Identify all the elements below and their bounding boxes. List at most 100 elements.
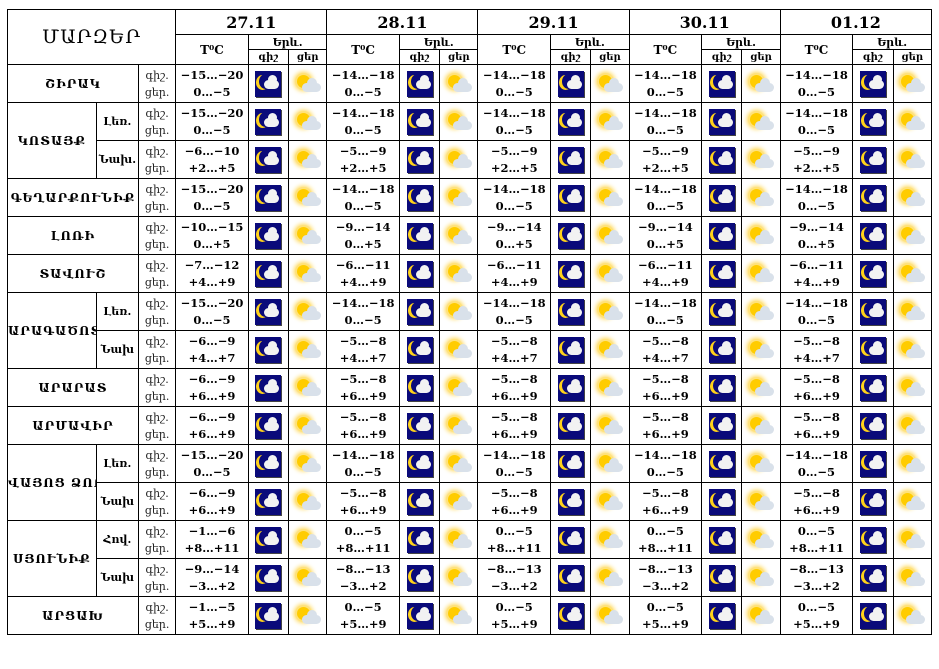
night-weather-cell (701, 520, 743, 559)
sun-cloud-icon (596, 604, 624, 628)
sun-cloud-icon (445, 224, 473, 248)
temperature-cell: −9…−14 0…+5 (779, 216, 854, 255)
time-labels: գիշ. ցեր. (137, 482, 177, 521)
moon-cloud-icon (406, 374, 433, 401)
day-weather-cell (288, 216, 328, 255)
day-temperature: +8…+11 (486, 540, 542, 555)
night-weather-cell (701, 406, 743, 445)
day-temperature: +8…+11 (184, 540, 240, 555)
phenomena-header: Երև. (247, 34, 328, 50)
temperature-cell: 0…−5 +8…+11 (326, 520, 400, 559)
day-weather-cell (288, 444, 328, 483)
temperature-cell: −14…−18 0…−5 (779, 444, 854, 483)
sun-cloud-icon (294, 604, 322, 628)
night-header: գիշ (701, 49, 743, 65)
night-temperature: −5…−8 (490, 333, 538, 348)
temperature-cell: 0…−5 +8…+11 (628, 520, 703, 559)
temperature-cell: −14…−18 0…−5 (779, 178, 854, 217)
moon-cloud-icon (859, 222, 886, 249)
night-temperature: −9…−14 (637, 219, 693, 234)
night-temperature: 0…−5 (344, 599, 382, 614)
temperature-cell: −14…−18 0…−5 (628, 102, 703, 141)
day-weather-cell (741, 368, 781, 407)
day-weather-cell (288, 102, 328, 141)
temperature-cell: −6…−11 +4…+9 (326, 254, 400, 293)
temperature-cell: −14…−18 0…−5 (477, 292, 552, 331)
temperature-cell: 0…−5 +5…+9 (628, 596, 703, 635)
night-temperature: −9…−14 (335, 219, 391, 234)
day-label: ցեր. (144, 85, 170, 99)
day-temperature: 0…−5 (495, 84, 533, 99)
temperature-cell: −6…−9 +6…+9 (175, 482, 249, 521)
day-label: ցեր. (144, 579, 170, 593)
time-labels: գիշ. ցեր. (137, 140, 177, 179)
day-weather-cell (288, 292, 328, 331)
temperature-cell: 0…−5 +8…+11 (779, 520, 854, 559)
day-temperature: +4…+7 (641, 350, 689, 365)
moon-cloud-icon (557, 374, 584, 401)
sun-cloud-icon (898, 148, 926, 172)
moon-cloud-icon (708, 412, 735, 439)
temperature-cell: −5…−8 +4…+7 (326, 330, 400, 369)
sun-cloud-icon (445, 566, 473, 590)
night-temperature: −14…−18 (785, 447, 848, 462)
day-weather-cell (590, 254, 630, 293)
time-labels: գիշ. ցեր. (137, 254, 177, 293)
day-temperature: 0…−5 (344, 122, 382, 137)
time-labels: գիշ. ցեր. (137, 330, 177, 369)
day-weather-cell (892, 64, 933, 103)
temperature-cell: −6…−9 +6…+9 (175, 406, 249, 445)
night-temperature: −14…−18 (785, 295, 848, 310)
night-temperature: −14…−18 (331, 105, 395, 120)
day-temperature: +2…+5 (641, 160, 689, 175)
sun-cloud-icon (596, 338, 624, 362)
table-row: ՎԱՅՈՑ ՁՈՐ Լեռ. գիշ. ցեր. −15…−20 0…−5 −14…−18 0… (7, 444, 933, 521)
day-temperature: +6…+9 (339, 426, 387, 441)
night-temperature: −10…−15 (180, 219, 244, 234)
day-weather-cell (439, 482, 479, 521)
night-temperature: −5…−8 (490, 485, 538, 500)
night-weather-cell (550, 520, 592, 559)
sun-cloud-icon (294, 338, 322, 362)
night-temperature: −14…−18 (331, 181, 395, 196)
night-temperature: −8…−13 (637, 561, 693, 576)
table-row: ԱՐԱՐԱՏ գիշ. ցեր. −6…−9 +6…+9 −5…−8 +6…+9 −5…−8 +… (7, 368, 933, 407)
moon-cloud-icon (859, 70, 886, 97)
moon-cloud-icon (255, 412, 282, 439)
moon-cloud-icon (255, 146, 282, 173)
day-weather-cell (288, 140, 328, 179)
night-temperature: −5…−8 (793, 333, 840, 348)
day-temperature: 0…−5 (344, 312, 382, 327)
subregion-name: Նախ (95, 330, 139, 369)
sun-cloud-icon (747, 186, 775, 210)
day-label: ցեր. (144, 199, 170, 213)
sun-cloud-icon (747, 566, 775, 590)
night-temperature: 0…−5 (646, 599, 684, 614)
sun-cloud-icon (596, 452, 624, 476)
night-temperature: −6…−11 (486, 257, 542, 272)
night-weather-cell (701, 178, 743, 217)
day-temperature: 0…−5 (646, 312, 684, 327)
temperature-cell: −14…−18 0…−5 (628, 178, 703, 217)
temperature-header: T⁰C (628, 34, 703, 65)
day-weather-cell (590, 520, 630, 559)
night-label: գիշ. (145, 68, 169, 82)
day-label: ցեր. (144, 275, 170, 289)
night-temperature: −14…−18 (331, 447, 395, 462)
day-weather-cell (892, 520, 933, 559)
day-temperature: +6…+9 (641, 388, 689, 403)
day-label: ցեր. (144, 237, 170, 251)
sun-cloud-icon (294, 528, 322, 552)
subregion-name: Լեռ. (95, 444, 139, 483)
temperature-cell: −6…−9 +6…+9 (175, 368, 249, 407)
night-temperature: −14…−18 (785, 105, 848, 120)
date-header: 27.11 (175, 9, 328, 35)
day-temperature: 0…−5 (193, 464, 231, 479)
temperature-cell: −14…−18 0…−5 (326, 178, 400, 217)
temperature-cell: −1…−5 +5…+9 (175, 596, 249, 635)
day-temperature: 0…−5 (344, 198, 382, 213)
day-temperature: +4…+7 (490, 350, 538, 365)
night-weather-cell (550, 330, 592, 369)
moon-cloud-icon (859, 374, 886, 401)
sun-cloud-icon (898, 224, 926, 248)
